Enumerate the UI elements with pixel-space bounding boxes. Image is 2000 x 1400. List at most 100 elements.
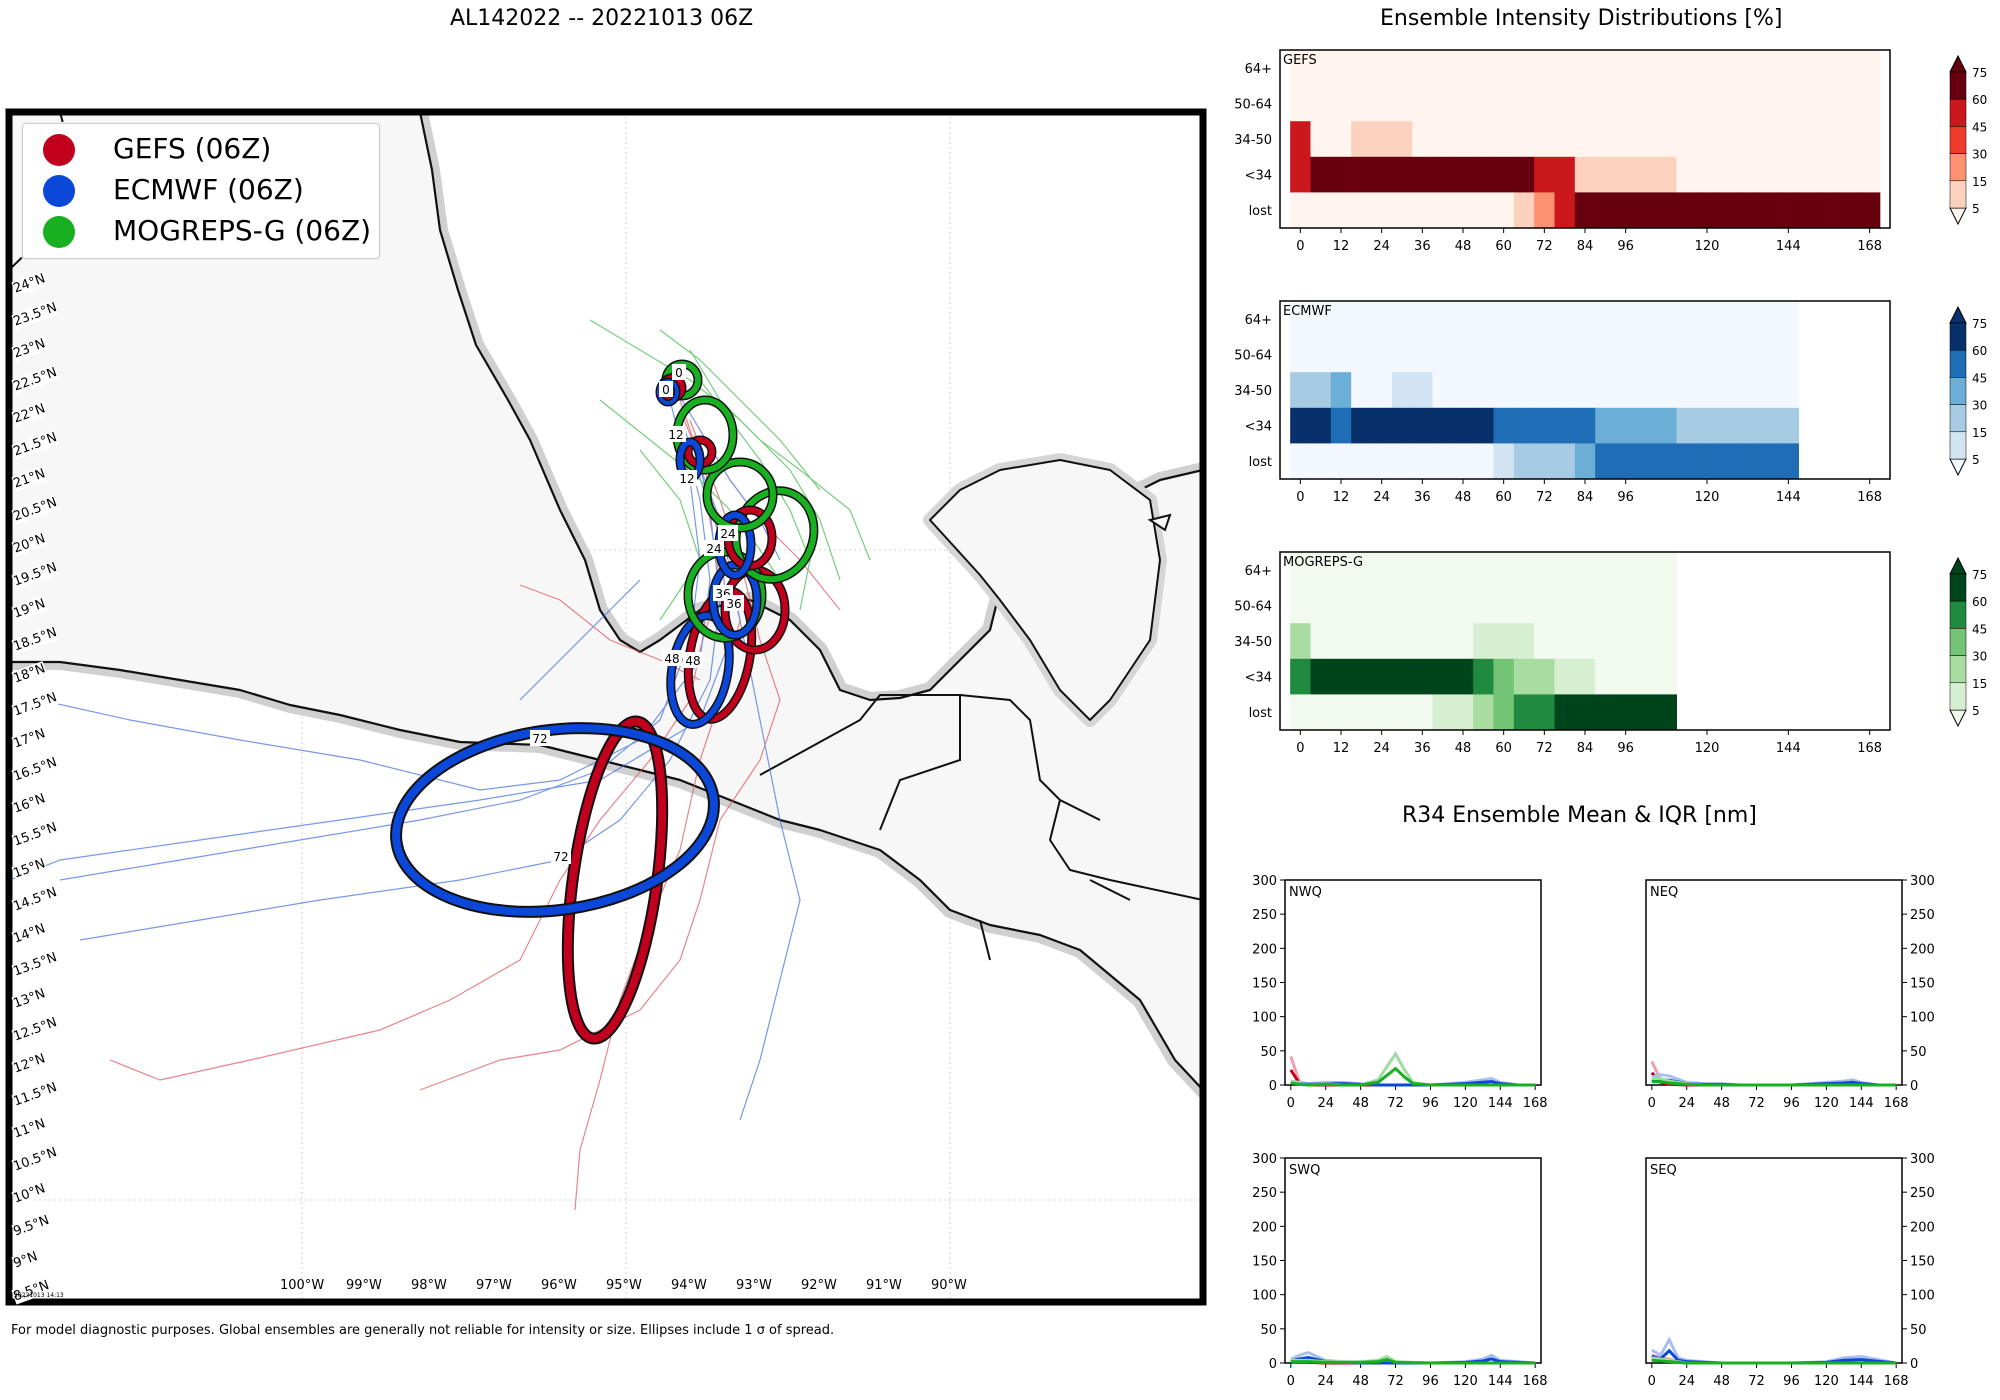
heatmap-cell [1452, 552, 1474, 589]
heatmap-cell [1778, 336, 1799, 373]
heatmap-cell [1574, 587, 1596, 624]
heatmap-cell [1412, 443, 1433, 480]
colorbar-segment [1949, 180, 1967, 209]
x-tick-label: 168 [1857, 741, 1882, 756]
heatmap-cell [1391, 623, 1413, 660]
x-tick-label: 144 [1776, 741, 1801, 756]
y-tick-label: 250 [1910, 1186, 1935, 1201]
heatmap-cell [1493, 50, 1515, 87]
heatmap-cell [1412, 552, 1433, 589]
label-gefs-24: 24 [718, 525, 738, 541]
heatmap-cell [1615, 50, 1637, 87]
heatmap-cell [1473, 336, 1494, 373]
colorbar-segment [1949, 655, 1967, 684]
heatmap-cell [1778, 372, 1799, 409]
y-tick-label: 200 [1910, 942, 1935, 957]
colorbar-mogreps-g: 75 60 45 30 15 5 [1949, 556, 1987, 728]
heatmap-cell [1330, 121, 1352, 158]
heatmap-cell [1554, 192, 1576, 229]
heatmap-cell [1432, 372, 1454, 409]
label-mogreps-0: 0 [672, 364, 686, 380]
heatmap-cell [1696, 156, 1718, 193]
heatmap-category-label: lost [1249, 455, 1272, 470]
heatmap-cell [1656, 694, 1677, 731]
heatmap-cell [1696, 407, 1718, 444]
heatmap-cell [1554, 50, 1576, 87]
heatmap-cell [1290, 552, 1311, 589]
svg-text:48: 48 [685, 654, 700, 668]
y-tick-label: 0 [1269, 1079, 1277, 1094]
svg-text:0: 0 [675, 366, 683, 380]
heatmap-cell [1534, 658, 1555, 695]
label-gefs-36: 36 [724, 595, 744, 611]
heatmap-cell [1391, 85, 1413, 122]
x-tick-label: 24 [1373, 239, 1390, 254]
y-tick-label: 200 [1252, 1220, 1277, 1235]
x-tick-label: 96 [1783, 1374, 1800, 1389]
land-island [1147, 513, 1172, 532]
r34-panel-seq: SEQ 300 250 200 150 100 50 0 0 24 48 72 96 120 144 168 [1645, 1152, 1935, 1389]
heatmap-cell [1432, 407, 1454, 444]
ecmwf-legend-dot [43, 175, 75, 207]
x-tick-label: 60 [1495, 490, 1512, 505]
r34-mean-mogreps-g [1651, 1358, 1897, 1365]
heatmap-cell [1493, 372, 1515, 409]
y-tick-label: 300 [1910, 874, 1935, 889]
svg-text:24: 24 [706, 542, 721, 556]
heatmap-cell [1818, 85, 1840, 122]
y-tick-label: 300 [1910, 1152, 1935, 1167]
heatmap-cell [1554, 121, 1576, 158]
heatmap-cell [1757, 301, 1779, 338]
r34-frame [1284, 1157, 1542, 1364]
colorbar-tick-label: 5 [1972, 704, 1980, 718]
y-tick-label: 250 [1252, 908, 1277, 923]
heatmap-cell [1595, 336, 1616, 373]
colorbar-extend-top [1949, 556, 1967, 575]
x-tick-label: 120 [1695, 741, 1720, 756]
colorbar-tick-label: 45 [1972, 120, 1987, 134]
heatmap-cell [1513, 301, 1535, 338]
heatmap-cell [1513, 694, 1535, 731]
heatmap-cell [1432, 552, 1454, 589]
heatmap-cell [1391, 443, 1413, 480]
x-tick-label: 72 [1387, 1096, 1404, 1111]
y-tick-label: 150 [1910, 1255, 1935, 1270]
x-tick-label: 96 [1783, 1096, 1800, 1111]
x-tick-label: 96 [1617, 490, 1634, 505]
heatmap-cell [1351, 552, 1372, 589]
heatmap-cell [1391, 121, 1413, 158]
map-frame [5, 108, 1207, 1306]
heatmap-cell [1595, 372, 1616, 409]
y-tick-label: 300 [1252, 1152, 1277, 1167]
heatmap-cell [1493, 407, 1515, 444]
heatmap-cell [1737, 121, 1759, 158]
heatmap-cell [1412, 156, 1433, 193]
heatmap-cell [1574, 85, 1596, 122]
heatmap-cell [1737, 372, 1759, 409]
heatmap-cell [1452, 623, 1474, 660]
heatmap-cell [1595, 192, 1616, 229]
heatmap-cell [1635, 587, 1657, 624]
heatmap-cell [1615, 121, 1637, 158]
heatmap-cell [1595, 552, 1616, 589]
x-tick-label: 60 [1495, 239, 1512, 254]
heatmap-cell [1493, 658, 1515, 695]
label-gefs-0: 0 [659, 381, 673, 397]
colorbar-tick-label: 30 [1972, 148, 1987, 162]
heatmap-cell [1310, 50, 1332, 87]
lon-label: 100°W [280, 1278, 325, 1293]
heatmap-cell [1412, 407, 1433, 444]
heatmap-cell [1473, 552, 1494, 589]
gefs-legend-dot [43, 134, 75, 166]
x-tick-label: 48 [1352, 1096, 1369, 1111]
heatmap-cell [1635, 85, 1657, 122]
colorbar-segment [1949, 404, 1967, 433]
country-borders [759, 694, 1203, 961]
heatmap-cell [1757, 192, 1779, 229]
heatmap-cell [1412, 694, 1433, 731]
heatmap-panel-label: ECMWF [1283, 304, 1332, 319]
x-tick-label: 24 [1373, 741, 1390, 756]
heatmap-cell [1473, 85, 1494, 122]
heatmap-cell [1717, 50, 1738, 87]
heatmap-cell [1513, 156, 1535, 193]
